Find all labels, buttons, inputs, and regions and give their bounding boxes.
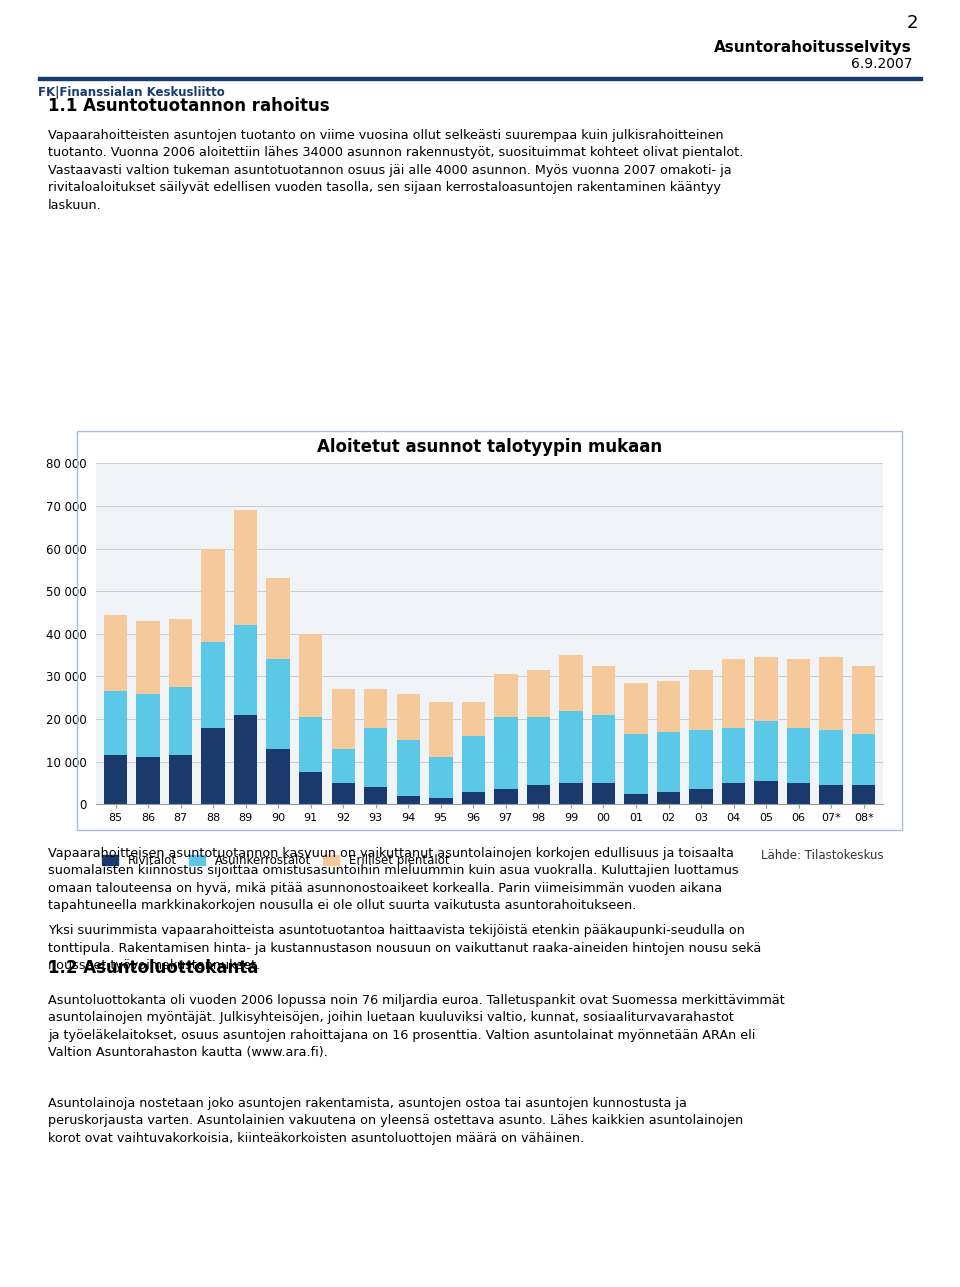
Bar: [722, 659, 745, 727]
Bar: [657, 732, 681, 792]
Bar: [560, 782, 583, 804]
Bar: [169, 619, 192, 687]
Bar: [787, 659, 810, 727]
Bar: [494, 789, 517, 804]
Bar: [136, 694, 159, 758]
Bar: [462, 792, 485, 804]
Text: 1.2 Asuntoluottokanta: 1.2 Asuntoluottokanta: [48, 959, 258, 977]
Bar: [755, 658, 778, 721]
Text: FK|Finanssialan Keskusliitto: FK|Finanssialan Keskusliitto: [38, 86, 226, 99]
Bar: [462, 703, 485, 736]
Bar: [527, 785, 550, 804]
Bar: [136, 622, 159, 694]
Bar: [624, 794, 648, 804]
Bar: [657, 681, 681, 732]
Bar: [560, 710, 583, 782]
Bar: [852, 665, 876, 734]
Text: Vapaarahoitteisen asuntotuotannon kasvuun on vaikuttanut asuntolainojen korkojen: Vapaarahoitteisen asuntotuotannon kasvuu…: [48, 847, 738, 912]
Bar: [136, 758, 159, 804]
Text: Asuntorahoitusselvitys: Asuntorahoitusselvitys: [714, 40, 912, 55]
Title: Aloitetut asunnot talotyypin mukaan: Aloitetut asunnot talotyypin mukaan: [317, 438, 662, 456]
Text: 2: 2: [906, 14, 918, 32]
Text: Asuntoluottokanta oli vuoden 2006 lopussa noin 76 miljardia euroa. Talletuspanki: Asuntoluottokanta oli vuoden 2006 lopuss…: [48, 994, 784, 1059]
Bar: [104, 691, 128, 755]
Bar: [267, 659, 290, 749]
Bar: [787, 782, 810, 804]
Bar: [331, 782, 355, 804]
Bar: [689, 730, 712, 789]
Bar: [820, 730, 843, 785]
Bar: [169, 687, 192, 755]
Text: Yksi suurimmista vapaarahoitteista asuntotuotantoa haittaavista tekijöistä etenk: Yksi suurimmista vapaarahoitteista asunt…: [48, 924, 761, 972]
Bar: [429, 798, 452, 804]
Bar: [202, 727, 225, 804]
Legend: Rivitalot, Asuinkerrostalot, Erilliset pientalot: Rivitalot, Asuinkerrostalot, Erilliset p…: [102, 853, 449, 866]
Bar: [755, 721, 778, 781]
Bar: [202, 642, 225, 727]
Bar: [234, 510, 257, 625]
Bar: [429, 758, 452, 798]
Bar: [299, 772, 323, 804]
Bar: [852, 734, 876, 785]
Bar: [299, 633, 323, 717]
Bar: [722, 727, 745, 782]
Bar: [820, 785, 843, 804]
Bar: [234, 625, 257, 714]
Bar: [657, 792, 681, 804]
Bar: [820, 658, 843, 730]
Bar: [396, 694, 420, 740]
Bar: [624, 683, 648, 734]
Bar: [234, 714, 257, 804]
Bar: [202, 548, 225, 642]
Text: 1.1 Asuntotuotannon rahoitus: 1.1 Asuntotuotannon rahoitus: [48, 97, 329, 115]
Bar: [462, 736, 485, 792]
Bar: [299, 717, 323, 772]
Bar: [364, 727, 388, 788]
Bar: [104, 615, 128, 691]
Bar: [494, 674, 517, 717]
Bar: [852, 785, 876, 804]
Polygon shape: [54, 28, 110, 68]
Bar: [396, 795, 420, 804]
Bar: [591, 665, 615, 714]
Bar: [331, 690, 355, 749]
Text: Asuntolainoja nostetaan joko asuntojen rakentamista, asuntojen ostoa tai asuntoj: Asuntolainoja nostetaan joko asuntojen r…: [48, 1097, 743, 1144]
Bar: [560, 655, 583, 710]
Bar: [591, 782, 615, 804]
Bar: [591, 714, 615, 782]
Bar: [527, 671, 550, 717]
Bar: [364, 690, 388, 727]
Bar: [755, 781, 778, 804]
Bar: [267, 749, 290, 804]
Bar: [429, 703, 452, 758]
Bar: [364, 788, 388, 804]
Bar: [267, 578, 290, 659]
Bar: [104, 755, 128, 804]
Bar: [689, 671, 712, 730]
Bar: [787, 727, 810, 782]
Text: Vapaarahoitteisten asuntojen tuotanto on viime vuosina ollut selkeästi suurempaa: Vapaarahoitteisten asuntojen tuotanto on…: [48, 129, 743, 211]
Bar: [689, 789, 712, 804]
Bar: [527, 717, 550, 785]
Bar: [624, 734, 648, 794]
Text: Lähde: Tilastokeskus: Lähde: Tilastokeskus: [760, 848, 883, 862]
Bar: [396, 740, 420, 795]
Text: 6.9.2007: 6.9.2007: [851, 58, 912, 71]
Bar: [169, 755, 192, 804]
Bar: [331, 749, 355, 782]
Bar: [722, 782, 745, 804]
Bar: [494, 717, 517, 789]
